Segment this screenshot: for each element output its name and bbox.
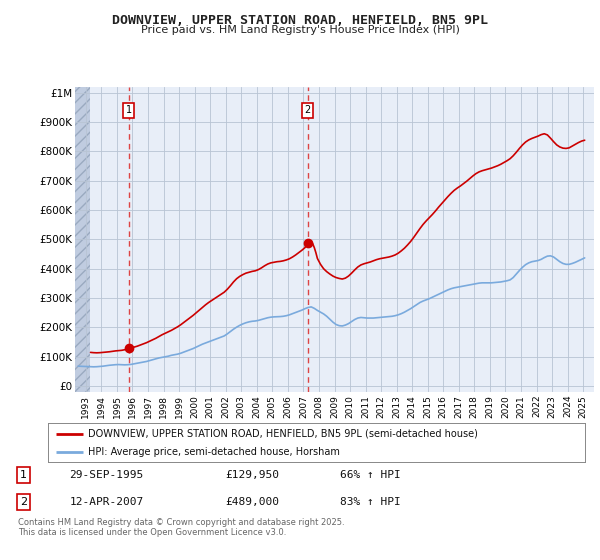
Text: Contains HM Land Registry data © Crown copyright and database right 2025.
This d: Contains HM Land Registry data © Crown c…	[18, 518, 344, 538]
Text: HPI: Average price, semi-detached house, Horsham: HPI: Average price, semi-detached house,…	[88, 447, 340, 457]
Text: 29-SEP-1995: 29-SEP-1995	[70, 470, 144, 480]
Text: 12-APR-2007: 12-APR-2007	[70, 497, 144, 507]
Text: Price paid vs. HM Land Registry's House Price Index (HPI): Price paid vs. HM Land Registry's House …	[140, 25, 460, 35]
Text: 66% ↑ HPI: 66% ↑ HPI	[340, 470, 401, 480]
Bar	[75, 87, 90, 392]
Text: 2: 2	[20, 497, 27, 507]
Text: 1: 1	[20, 470, 27, 480]
Text: DOWNVIEW, UPPER STATION ROAD, HENFIELD, BN5 9PL: DOWNVIEW, UPPER STATION ROAD, HENFIELD, …	[112, 14, 488, 27]
Text: £129,950: £129,950	[225, 470, 279, 480]
Text: 1: 1	[125, 105, 131, 115]
Text: 83% ↑ HPI: 83% ↑ HPI	[340, 497, 401, 507]
Text: 2: 2	[305, 105, 311, 115]
Text: £489,000: £489,000	[225, 497, 279, 507]
Text: DOWNVIEW, UPPER STATION ROAD, HENFIELD, BN5 9PL (semi-detached house): DOWNVIEW, UPPER STATION ROAD, HENFIELD, …	[88, 429, 478, 439]
